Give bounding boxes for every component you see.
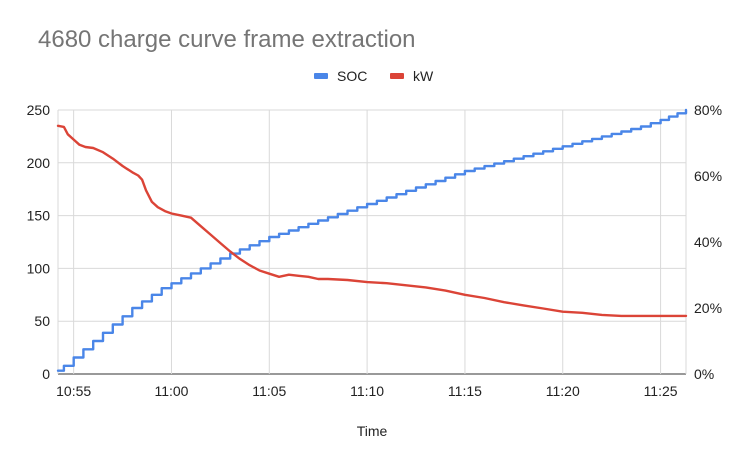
legend-swatch-kw (390, 73, 404, 79)
x-tick-label: 11:15 (448, 383, 482, 399)
series-line-kw (56, 124, 688, 318)
y-tick-label-left: 150 (27, 208, 51, 224)
y-tick-label-left: 50 (34, 313, 50, 329)
legend-label-soc: SOC (337, 68, 367, 84)
y-tick-label-left: 0 (42, 366, 50, 382)
x-tick-label: 11:05 (252, 383, 286, 399)
x-tick-label: 10:55 (56, 383, 91, 399)
series-layer (56, 108, 688, 372)
legend: SOC kW (314, 68, 434, 84)
y-tick-label-right: 80% (694, 102, 722, 118)
y-tick-label-right: 0% (694, 366, 714, 382)
x-tick-label: 11:00 (154, 383, 188, 399)
x-axis-title: Time (357, 423, 388, 439)
y-tick-label-left: 100 (27, 260, 51, 276)
legend-swatch-soc (314, 73, 328, 79)
series-line-soc (56, 108, 688, 372)
x-tick-label: 11:25 (644, 383, 678, 399)
x-axis-ticks: 10:55 11:00 11:05 11:10 11:15 11:20 11:25 (56, 383, 678, 399)
gridlines (57, 109, 687, 375)
chart-title: 4680 charge curve frame extraction (38, 26, 416, 53)
legend-label-kw: kW (413, 68, 434, 84)
left-axis-ticks: 0 50 100 150 200 250 (27, 102, 51, 382)
right-axis-ticks: 0% 20% 40% 60% 80% (694, 102, 722, 382)
y-tick-label-right: 60% (694, 168, 722, 184)
x-tick-label: 11:20 (546, 383, 580, 399)
y-tick-label-right: 20% (694, 300, 722, 316)
y-tick-label-left: 250 (27, 102, 51, 118)
x-tick-label: 11:10 (350, 383, 384, 399)
y-tick-label-right: 40% (694, 234, 722, 250)
y-tick-label-left: 200 (27, 155, 51, 171)
